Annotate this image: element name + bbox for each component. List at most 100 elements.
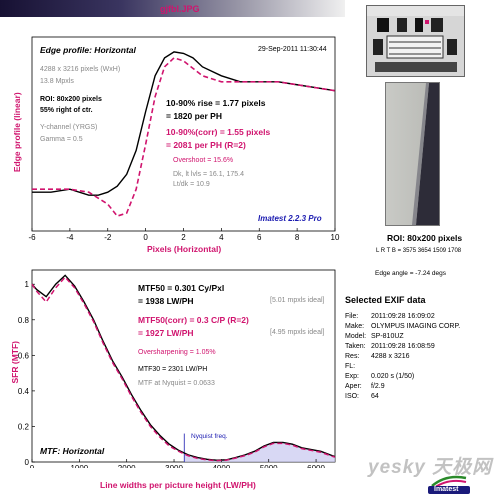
exif-value: 4288 x 3216	[371, 353, 410, 360]
edge-datetime: 29-Sep-2011 11:30:44	[258, 46, 327, 53]
exif-row: Exp: 0.020 s (1/50)	[345, 373, 414, 380]
exif-value: OLYMPUS IMAGING CORP.	[371, 323, 461, 330]
mtf-xlabel: Line widths per picture height (LW/PH)	[100, 480, 256, 490]
mtf50-corr-lwph: = 1927 LW/PH	[138, 328, 194, 338]
edge-series-corrected	[32, 56, 336, 218]
exif-value: 0.020 s (1/50)	[371, 373, 415, 380]
mtf-chart: 0 1000 2000 3000 4000 5000 6000 0 0.2 0.4 0.6 0.8 1	[18, 269, 336, 468]
mtf-series-measured	[31, 274, 336, 461]
rise-value: 10-90% rise = 1.77 pixels	[166, 98, 266, 108]
exif-key: Aper:	[345, 383, 362, 390]
megapixel-info: 13.8 Mpxls	[40, 78, 74, 85]
exif-row: Make: OLYMPUS IMAGING CORP.	[345, 323, 460, 330]
exif-key: Res:	[345, 353, 360, 360]
edge-x-tick-label: 6	[257, 233, 262, 242]
mtf-x-tick-label: 4000	[212, 464, 230, 468]
channel-info: Y-channel (YRGS)	[40, 124, 98, 131]
roi-position-info: 55% right of ctr.	[40, 107, 93, 114]
mtf-series-corrected	[31, 275, 336, 462]
exif-row: Taken: 2011:09:28 16:08:59	[345, 343, 435, 350]
roi-image	[385, 82, 440, 226]
mtf-x-tick-label: 2000	[118, 464, 136, 468]
mtf50-value: MTF50 = 0.301 Cy/Pxl	[138, 283, 225, 293]
exif-key: ISO:	[345, 393, 360, 400]
roi-edge-render	[386, 83, 439, 225]
rise-corr-value: 10-90%(corr) = 1.55 pixels	[166, 127, 271, 137]
roi-coordinates: L R T B = 3575 3654 1509 1708	[376, 248, 462, 254]
mtf30-value: MTF30 = 2301 LW/PH	[138, 366, 208, 373]
exif-row: File: 2011:09:28 16:09:02	[345, 313, 435, 320]
overshoot-value: Overshoot = 15.6%	[173, 157, 234, 164]
mtf-x-tick-label: 1000	[70, 464, 88, 468]
mtf-at-nyquist: MTF at Nyquist = 0.0633	[138, 380, 215, 387]
mtf-x-tick-label: 6000	[307, 464, 325, 468]
exif-key: FL:	[345, 363, 356, 370]
exif-value: f/2.9	[371, 383, 385, 390]
mtf50-ideal: [5.01 mpxls ideal]	[270, 297, 325, 304]
exif-key: Taken:	[345, 343, 366, 350]
light-dark-ratio: Lt/dk = 10.9	[173, 181, 210, 188]
exif-row: ISO: 64	[345, 393, 379, 400]
mtf-x-tick-label: 5000	[260, 464, 278, 468]
dark-light-levels: Dk, lt lvls = 16.1, 175.4	[173, 171, 245, 178]
imatest-logo-mark	[428, 475, 470, 494]
edge-profile-chart: -6 -4 -2 0 2 4 6 8 10	[28, 36, 340, 242]
imatest-version: Imatest 2.2.3 Pro	[258, 214, 322, 223]
imatest-logo-text: Imatest	[434, 486, 459, 493]
nyquist-label: Nyquist freq.	[191, 433, 228, 440]
edge-plot-frame	[31, 36, 336, 232]
mtf-y-tick-label: 0	[25, 458, 30, 467]
mtf50-corr-ideal: [4.95 mpxls ideal]	[270, 329, 325, 336]
rise-corr-per-ph: = 2081 per PH (R=2)	[166, 140, 246, 150]
edge-x-tick-label: -2	[104, 233, 112, 242]
edge-xlabel: Pixels (Horizontal)	[147, 244, 222, 254]
roi-caption: ROI: 80x200 pixels	[387, 233, 463, 243]
rise-per-ph: = 1820 per PH	[166, 111, 222, 121]
edge-x-tick-label: 10	[331, 233, 340, 242]
exif-row: Aper: f/2.9	[345, 383, 385, 390]
mtf-panel-title: MTF: Horizontal	[40, 446, 105, 456]
gamma-info: Gamma = 0.5	[40, 136, 83, 143]
mtf-ylabel: SFR (MTF)	[9, 341, 20, 384]
exif-value: 64	[371, 393, 379, 400]
mtf-x-tick-label: 0	[30, 464, 35, 468]
exif-value: SP-810UZ	[371, 333, 404, 340]
edge-ylabel: Edge profile (linear)	[11, 92, 22, 173]
edge-x-tick-label: 4	[219, 233, 224, 242]
exif-row: Res: 4288 x 3216	[345, 353, 410, 360]
mtf-y-tick-label: 1	[25, 280, 30, 289]
test-chart-pattern	[367, 6, 464, 76]
edge-series-measured	[32, 51, 336, 196]
image-size-info: 4288 x 3216 pixels (WxH)	[40, 66, 121, 73]
mtf-y-tick-label: 0.8	[18, 316, 30, 325]
edge-x-tick-label: -6	[28, 233, 36, 242]
exif-key: Model:	[345, 333, 367, 340]
mtf50-corr-value: MTF50(corr) = 0.3 C/P (R=2)	[138, 315, 249, 325]
edge-x-tick-label: 2	[181, 233, 186, 242]
edge-x-tick-label: 0	[143, 233, 148, 242]
edge-x-tick-label: -4	[66, 233, 74, 242]
exif-key: File:	[345, 313, 359, 320]
mtf-y-tick-label: 0.2	[18, 422, 30, 431]
test-chart-thumbnail	[366, 5, 465, 77]
mtf50-lwph: = 1938 LW/PH	[138, 296, 194, 306]
header-gradient-bar	[0, 0, 345, 17]
exif-value: 2011:09:28 16:08:59	[371, 343, 435, 350]
exif-row: Model: SP-810UZ	[345, 333, 404, 340]
exif-row: FL:	[345, 363, 371, 370]
edge-x-tick-label: 8	[295, 233, 300, 242]
filename-title: gjfbl.JPG	[160, 4, 200, 14]
exif-key: Make:	[345, 323, 365, 330]
mtf-x-tick-label: 3000	[165, 464, 183, 468]
imatest-logo: Imatest	[426, 472, 472, 494]
exif-value: 2011:09:28 16:09:02	[371, 313, 435, 320]
edge-panel-title: Edge profile: Horizontal	[40, 45, 136, 55]
exif-title: Selected EXIF data	[345, 295, 426, 305]
watermark: yesky 天极网	[368, 457, 493, 478]
oversharpening-value: Oversharpening = 1.05%	[138, 349, 216, 356]
mtf-y-tick-label: 0.6	[18, 351, 30, 360]
exif-key: Exp:	[345, 373, 360, 380]
mtf-y-tick-label: 0.4	[18, 387, 30, 396]
edge-angle: Edge angle = -7.24 degs	[375, 270, 447, 277]
